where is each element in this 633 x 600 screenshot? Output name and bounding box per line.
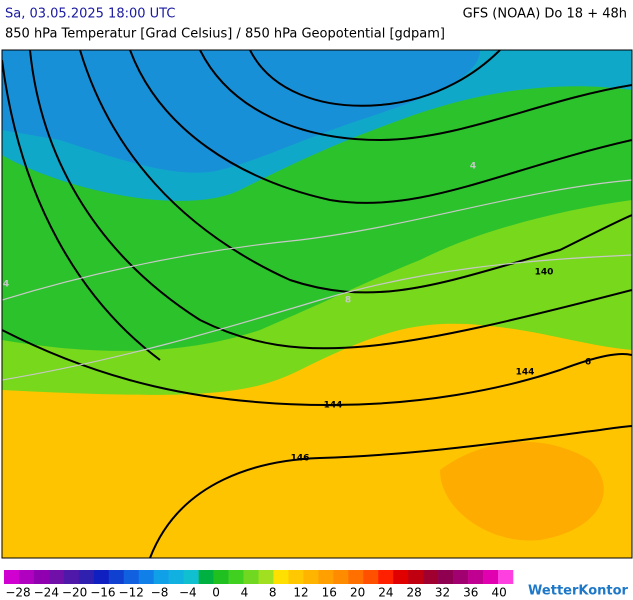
isohypses bbox=[2, 50, 632, 558]
legend-label: 36 bbox=[463, 586, 478, 600]
legend-label: −24 bbox=[34, 586, 59, 600]
isotherm bbox=[2, 179, 632, 301]
legend-swatch bbox=[183, 570, 199, 584]
legend-label: 32 bbox=[435, 586, 450, 600]
legend-swatch bbox=[468, 570, 484, 584]
legend-swatch bbox=[303, 570, 319, 584]
legend-swatch bbox=[123, 570, 140, 584]
legend-label: −8 bbox=[151, 586, 169, 600]
legend-swatch bbox=[213, 570, 229, 584]
warm-patch bbox=[440, 441, 604, 541]
contour-label: 144 bbox=[324, 401, 343, 411]
legend-label: 4 bbox=[241, 586, 249, 600]
contour-label: 6 bbox=[585, 358, 591, 368]
map-frame bbox=[1, 49, 633, 559]
legend-swatch bbox=[48, 570, 65, 584]
legend-swatch bbox=[288, 570, 304, 584]
legend-swatch bbox=[378, 570, 394, 584]
map bbox=[1, 49, 633, 559]
datetime: Sa, 03.05.2025 18:00 UTC bbox=[5, 7, 175, 22]
contour-label: 144 bbox=[516, 368, 535, 378]
legend-swatch bbox=[348, 570, 364, 584]
legend-swatch bbox=[93, 570, 110, 584]
legend-label: −12 bbox=[119, 586, 144, 600]
legend-swatch bbox=[483, 570, 499, 584]
brand: WetterKontor bbox=[528, 584, 629, 599]
legend-label: −4 bbox=[179, 586, 197, 600]
legend-swatch bbox=[393, 570, 409, 584]
isotherm bbox=[2, 254, 632, 381]
legend-swatch bbox=[408, 570, 424, 584]
legend-label: 0 bbox=[212, 586, 220, 600]
legend-label: 12 bbox=[293, 586, 308, 600]
legend-swatch bbox=[18, 570, 35, 584]
legend-swatch bbox=[498, 570, 514, 584]
model-run: GFS (NOAA) Do 18 + 48h bbox=[463, 7, 627, 22]
legend-swatch bbox=[273, 570, 289, 584]
legend-swatch bbox=[333, 570, 349, 584]
legend-swatch bbox=[258, 570, 274, 584]
legend-label: 20 bbox=[350, 586, 365, 600]
legend-swatch bbox=[453, 570, 469, 584]
legend-swatch bbox=[168, 570, 184, 584]
legend-swatch bbox=[423, 570, 439, 584]
legend-label: −20 bbox=[62, 586, 87, 600]
legend-label: 16 bbox=[322, 586, 337, 600]
legend-swatch bbox=[108, 570, 125, 584]
subtitle: 850 hPa Temperatur [Grad Celsius] / 850 … bbox=[5, 27, 445, 42]
legend-swatch bbox=[138, 570, 155, 584]
legend-swatch bbox=[33, 570, 50, 584]
legend-label: −16 bbox=[90, 586, 115, 600]
legend-swatch bbox=[363, 570, 379, 584]
contour-label: 140 bbox=[535, 268, 554, 278]
legend-swatch bbox=[228, 570, 244, 584]
contour-label: 4 bbox=[470, 162, 476, 172]
legend-swatch bbox=[78, 570, 95, 584]
legend-swatch bbox=[438, 570, 454, 584]
legend-label: −28 bbox=[5, 586, 30, 600]
contour-label: 8 bbox=[345, 296, 351, 306]
legend-swatch bbox=[63, 570, 80, 584]
legend-swatch bbox=[4, 570, 20, 584]
legend-label: 40 bbox=[491, 586, 506, 600]
legend-label: 24 bbox=[378, 586, 393, 600]
legend-swatch bbox=[243, 570, 259, 584]
legend-swatch bbox=[198, 570, 214, 584]
legend-swatch bbox=[153, 570, 169, 584]
contour-label: 4 bbox=[3, 280, 9, 290]
legend-swatch bbox=[318, 570, 334, 584]
legend-label: 28 bbox=[407, 586, 422, 600]
legend-label: 8 bbox=[269, 586, 277, 600]
contour-label: 146 bbox=[291, 454, 310, 464]
